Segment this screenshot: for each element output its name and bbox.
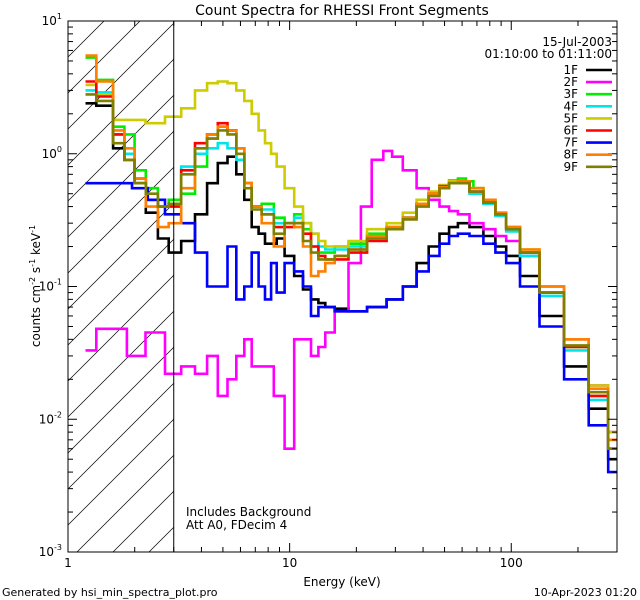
y-tick-label: 10-2 [39,410,62,426]
series-line-9F [85,93,617,450]
footer-generated-by: Generated by hsi_min_spectra_plot.pro [2,586,218,599]
legend-label-8F: 8F [563,148,578,162]
hatch-line [68,94,174,202]
y-tick-label: 10-1 [39,278,62,294]
series-line-6F [85,80,617,450]
series-line-4F [85,89,617,450]
x-tick-label: 10 [282,556,297,570]
y-tick-label: 101 [42,12,62,28]
series-line-2F [85,149,617,450]
hatch-line [68,418,174,526]
chart-title: Count Spectra for RHESSI Front Segments [195,3,489,19]
hatch-line [68,238,174,346]
hatch-line [68,274,174,382]
legend-label-9F: 9F [563,160,578,174]
x-tick-label: 1 [64,556,72,570]
series-line-7F [85,181,617,474]
legend-label-7F: 7F [563,136,578,150]
hatch-line [68,58,174,166]
legend-label-5F: 5F [563,111,578,125]
legend-label-2F: 2F [563,75,578,89]
legend-date: 15-Jul-2003 [542,35,612,49]
legend-time-range: 01:10:00 to 01:11:00 [485,47,612,61]
x-tick-label: 100 [500,556,523,570]
series-layer [85,54,617,474]
legend: 15-Jul-2003 01:10:00 to 01:11:00 1F2F3F4… [485,35,612,174]
legend-label-4F: 4F [563,99,578,113]
annotation-background: Includes Background [186,505,311,519]
hatch-line [68,22,174,130]
legend-label-1F: 1F [563,63,578,77]
legend-label-6F: 6F [563,124,578,138]
hatch-line [68,202,174,310]
footer-date: 10-Apr-2023 01:20 [534,586,637,599]
annotation-attenuator: Att A0, FDecim 4 [186,518,287,532]
y-axis-label: counts cm-2 s-1 keV-1 [28,225,43,347]
hatch-line [76,454,174,552]
legend-label-3F: 3F [563,87,578,101]
series-line-1F [85,102,617,461]
excluded-energy-hatch [68,21,174,552]
y-tick-label: 10-3 [39,543,62,559]
axis-ticks: 1 10 100 101 100 10-1 10-2 10-3 [39,12,618,570]
hatch-line [68,382,174,490]
y-tick-label: 100 [42,145,62,161]
x-axis-label: Energy (keV) [303,575,380,589]
